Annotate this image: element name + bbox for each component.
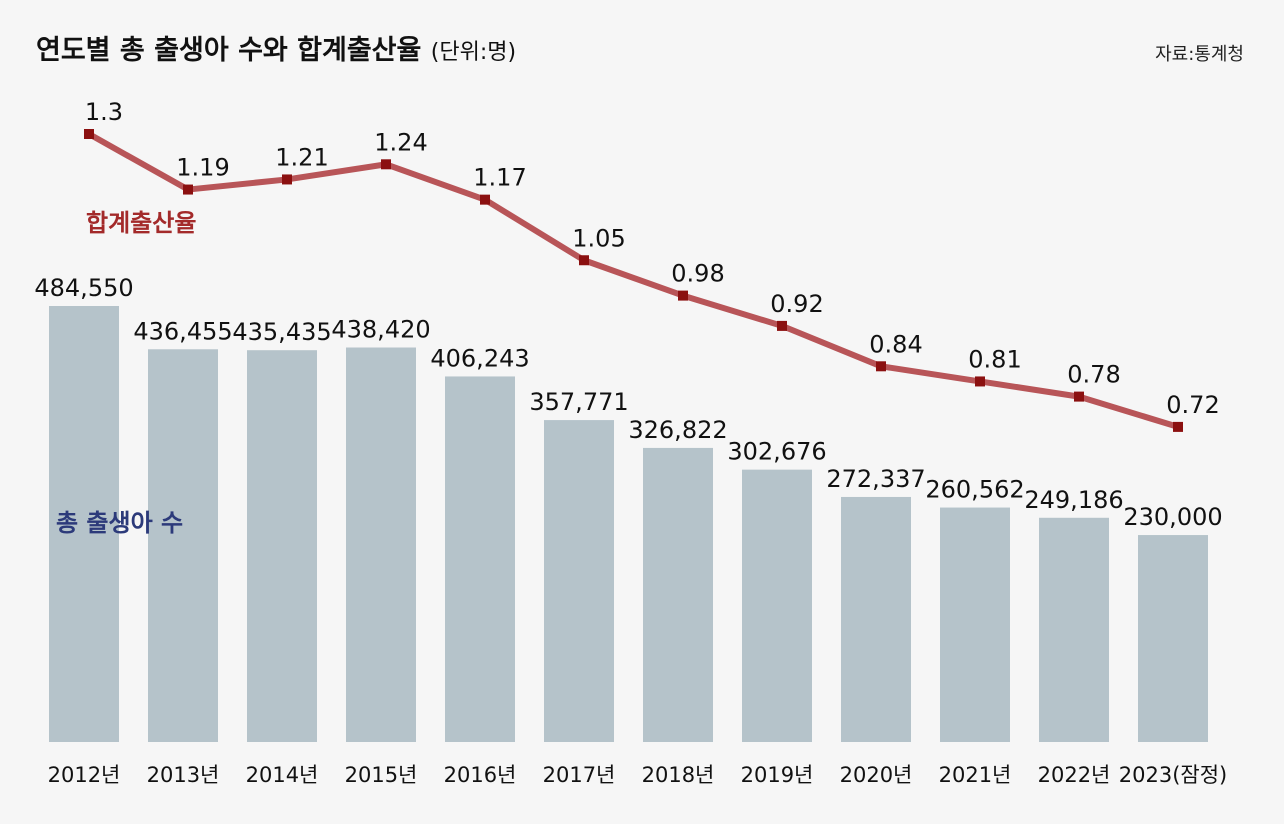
rate-point-7: [678, 290, 688, 301]
bar-value-label: 484,550: [34, 274, 133, 302]
bar-6: [544, 420, 614, 742]
bar-12: [1138, 535, 1208, 742]
rate-point-10: [975, 376, 985, 387]
bar-1: [49, 306, 119, 742]
rate-point-12: [1173, 421, 1183, 432]
bar-9: [841, 496, 911, 742]
rate-value-label: 0.81: [968, 345, 1021, 373]
rate-point-3: [282, 174, 292, 185]
rate-value-label: 0.84: [869, 330, 922, 358]
births-series-label: 총 출생아 수: [56, 509, 184, 537]
chart-title-text: 연도별 총 출생아 수와 합계출산율: [36, 35, 422, 66]
x-tick-label: 2022년: [1038, 763, 1111, 787]
x-tick-label: 2019년: [741, 763, 814, 787]
bar-10: [940, 507, 1010, 742]
rate-point-11: [1074, 391, 1084, 402]
rate-value-label: 1.05: [572, 224, 625, 252]
bar-value-label: 260,562: [925, 476, 1024, 504]
bar-4: [346, 347, 416, 742]
rate-labels-group: 1.3 1.19 1.21 1.24 1.17 1.05 0.98 0.92 0.84 0.81 0…: [85, 98, 1220, 419]
category-labels-group: 2012년 2013년 2014년 2015년 2016년 2017년 2018년 2019년…: [48, 763, 1228, 787]
rate-markers-group: [84, 129, 1183, 432]
rate-point-2: [183, 184, 193, 195]
x-tick-label: 2016년: [444, 763, 517, 787]
bar-value-label: 302,676: [727, 438, 826, 466]
fertility-rate-line: [86, 131, 1181, 430]
x-tick-label: 2018년: [642, 763, 715, 787]
rate-value-label: 0.72: [1166, 391, 1219, 419]
rate-value-label: 0.98: [671, 260, 724, 288]
rate-value-label: 1.21: [275, 143, 328, 171]
bar-value-label: 357,771: [529, 388, 628, 416]
x-tick-label: 2014년: [246, 763, 319, 787]
x-tick-label: 2013년: [147, 763, 220, 787]
x-tick-label: 2017년: [543, 763, 616, 787]
bar-value-label: 406,243: [430, 344, 529, 372]
fertility-rate-series-label: 합계출산율: [86, 209, 197, 237]
bar-3: [247, 350, 317, 742]
chart-title: 연도별 총 출생아 수와 합계출산율 (단위:명): [36, 28, 516, 67]
rate-point-6: [579, 255, 589, 266]
rate-value-label: 1.3: [85, 98, 123, 126]
x-tick-label: 2021년: [939, 763, 1012, 787]
bar-value-label: 326,822: [628, 416, 727, 444]
bar-value-label: 230,000: [1123, 503, 1222, 531]
rate-value-label: 0.92: [770, 290, 823, 318]
bar-value-label: 438,420: [331, 316, 430, 344]
rate-value-label: 1.17: [473, 164, 526, 192]
bar-value-label: 249,186: [1024, 486, 1123, 514]
bar-5: [445, 376, 515, 742]
x-tick-label: 2015년: [345, 763, 418, 787]
bars-group: [49, 306, 1208, 742]
rate-value-label: 1.19: [176, 154, 229, 182]
x-tick-label: 2020년: [840, 763, 913, 787]
rate-value-label: 1.24: [374, 128, 427, 156]
chart-source: 자료:통계청: [1155, 44, 1244, 65]
bar-value-label: 436,455: [133, 317, 232, 345]
x-tick-label: 2023(잠정): [1119, 763, 1227, 787]
rate-point-9: [876, 361, 886, 372]
bar-8: [742, 469, 812, 742]
bar-value-label: 435,435: [232, 318, 331, 346]
bar-value-label: 272,337: [826, 465, 925, 493]
x-tick-label: 2012년: [48, 763, 121, 787]
bar-7: [643, 447, 713, 742]
bar-2: [148, 349, 218, 742]
rate-point-8: [777, 320, 787, 331]
rate-value-label: 0.78: [1067, 361, 1120, 389]
rate-point-5: [480, 194, 490, 205]
chart-unit: (단위:명): [430, 40, 517, 65]
rate-point-1: [84, 129, 94, 139]
rate-point-4: [381, 159, 391, 170]
bar-11: [1039, 517, 1109, 742]
